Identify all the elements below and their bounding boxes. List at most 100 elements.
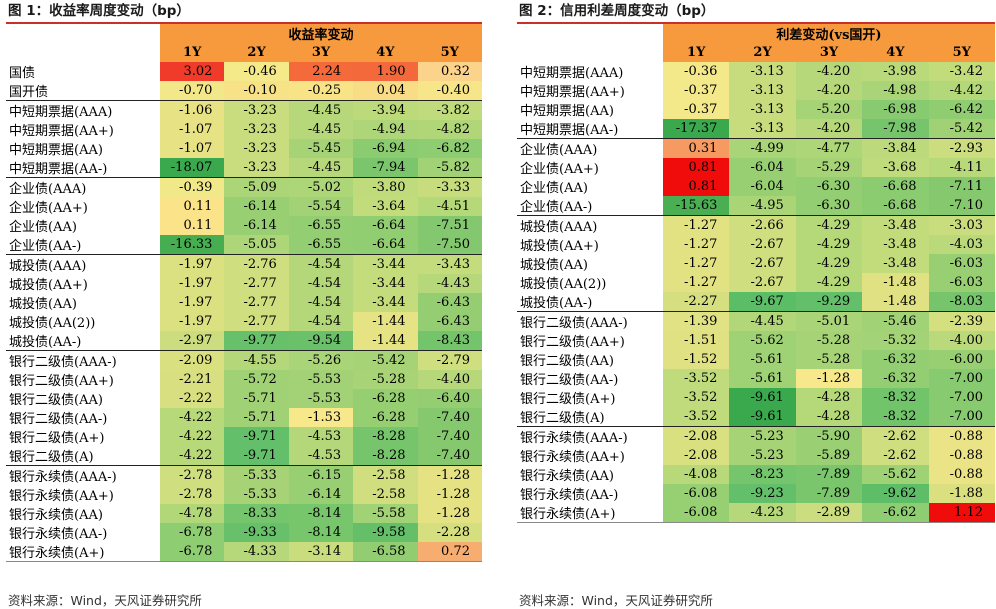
value-cell: -3.44 <box>353 274 418 293</box>
value-cell: -4.54 <box>288 312 354 331</box>
value-cell: -6.64 <box>353 235 418 255</box>
value-cell: -2.67 <box>729 254 796 273</box>
value-cell: -2.28 <box>417 523 482 542</box>
value-cell: -2.67 <box>729 235 796 254</box>
value-cell: -1.27 <box>663 254 730 273</box>
value-cell: -9.58 <box>353 523 418 542</box>
value-cell: -1.53 <box>288 408 354 427</box>
value-cell: -7.89 <box>795 484 863 503</box>
value-cell: -1.51 <box>663 331 730 350</box>
value-cell: -7.40 <box>417 408 482 427</box>
value-cell: -1.88 <box>928 484 995 503</box>
value-cell: -0.46 <box>224 62 289 81</box>
value-cell: -6.78 <box>160 542 225 562</box>
panel-title: 图 1：收益率周度变动（bp） <box>6 0 482 24</box>
value-cell: -5.33 <box>224 485 289 504</box>
value-cell: -6.15 <box>288 465 354 485</box>
value-cell: -2.58 <box>353 485 418 504</box>
value-cell: -3.84 <box>862 138 929 158</box>
value-cell: -1.07 <box>160 120 225 139</box>
row-label: 城投债(AA-) <box>6 331 160 351</box>
value-cell: -4.98 <box>862 81 929 100</box>
column-header: 1Y <box>160 43 225 62</box>
table-row: 中短期票据(AAA) -0.36 -3.13 -4.20 -3.98 -3.42 <box>517 62 995 81</box>
value-cell: -4.28 <box>795 407 863 427</box>
table-row: 银行永续债(AA+) -2.08 -5.23 -5.89 -2.62 -0.88 <box>517 446 995 465</box>
value-cell: -5.71 <box>224 408 289 427</box>
value-cell: -4.53 <box>288 427 354 446</box>
value-cell: -2.58 <box>353 465 418 485</box>
value-cell: 0.11 <box>160 216 225 235</box>
value-cell: 1.12 <box>928 503 995 523</box>
value-cell: -6.04 <box>729 177 796 196</box>
value-cell: -3.43 <box>417 254 482 274</box>
value-cell: -0.36 <box>663 62 730 81</box>
value-cell: -4.29 <box>795 254 863 273</box>
value-cell: -3.68 <box>862 158 929 177</box>
value-cell: -0.88 <box>928 465 995 484</box>
row-label: 企业债(AA+) <box>517 158 663 177</box>
value-cell: -4.11 <box>928 158 995 177</box>
table-row: 中短期票据(AAA) -1.06 -3.23 -4.45 -3.94 -3.82 <box>6 100 482 120</box>
value-cell: -6.68 <box>862 177 929 196</box>
row-label: 中短期票据(AA-) <box>6 158 160 178</box>
value-cell: -6.55 <box>288 235 354 255</box>
value-cell: -8.33 <box>224 504 289 523</box>
row-label: 中短期票据(AA+) <box>6 120 160 139</box>
row-label: 银行二级债(AA+) <box>6 370 160 389</box>
value-cell: -2.62 <box>862 426 929 446</box>
value-cell: -3.80 <box>353 177 418 197</box>
column-header: 3Y <box>288 43 354 62</box>
value-cell: -2.66 <box>729 215 796 235</box>
value-cell: -6.30 <box>795 177 863 196</box>
value-cell: -6.32 <box>862 369 929 388</box>
value-cell: -2.27 <box>663 292 730 312</box>
value-cell: -9.33 <box>224 523 289 542</box>
value-cell: -1.28 <box>417 504 482 523</box>
value-cell: -4.99 <box>729 138 796 158</box>
row-label: 企业债(AA+) <box>6 197 160 216</box>
value-cell: -5.53 <box>288 389 354 408</box>
row-label: 银行永续债(AAA-) <box>517 426 663 446</box>
table-row: 中短期票据(AA+) -0.37 -3.13 -4.20 -4.98 -4.42 <box>517 81 995 100</box>
value-cell: -2.77 <box>224 312 289 331</box>
value-cell: -1.44 <box>353 312 418 331</box>
table-row: 银行永续债(A+) -6.78 -4.33 -3.14 -6.58 0.72 <box>6 542 482 562</box>
row-label: 国开债 <box>6 81 160 101</box>
value-cell: 0.31 <box>663 138 730 158</box>
value-cell: -9.71 <box>224 446 289 466</box>
value-cell: -3.03 <box>928 215 995 235</box>
table-row: 银行永续债(AAA-) -2.08 -5.23 -5.90 -2.62 -0.88 <box>517 426 995 446</box>
row-label: 企业债(AA) <box>6 216 160 235</box>
value-cell: -6.14 <box>224 197 289 216</box>
value-cell: -3.42 <box>928 62 995 81</box>
value-cell: -6.78 <box>160 523 225 542</box>
value-cell: -2.93 <box>928 138 995 158</box>
value-cell: -7.40 <box>417 427 482 446</box>
value-cell: -1.97 <box>160 254 225 274</box>
value-cell: -1.27 <box>663 215 730 235</box>
table-row: 银行二级债(AAA-) -1.39 -4.45 -5.01 -5.46 -2.39 <box>517 311 995 331</box>
value-cell: -5.28 <box>795 350 863 369</box>
row-label: 银行二级债(A) <box>6 446 160 466</box>
row-label: 银行二级债(A+) <box>6 427 160 446</box>
value-cell: -9.23 <box>729 484 796 503</box>
value-cell: -1.52 <box>663 350 730 369</box>
table-row: 城投债(AAA) -1.27 -2.66 -4.29 -3.48 -3.03 <box>517 215 995 235</box>
table-row: 中短期票据(AA-) -17.37 -3.13 -4.20 -7.98 -5.42 <box>517 119 995 139</box>
table-row: 银行二级债(AA-) -3.52 -5.61 -1.28 -6.32 -7.00 <box>517 369 995 388</box>
value-cell: 0.11 <box>160 197 225 216</box>
table-row: 银行二级债(AA) -2.22 -5.71 -5.53 -6.28 -6.40 <box>6 389 482 408</box>
value-cell: -5.42 <box>928 119 995 139</box>
table-row: 城投债(AA+) -1.97 -2.77 -4.54 -3.44 -4.43 <box>6 274 482 293</box>
row-label: 银行永续债(AAA-) <box>6 465 160 485</box>
value-cell: -4.54 <box>288 254 354 274</box>
row-label: 城投债(AAA) <box>517 215 663 235</box>
value-cell: -7.50 <box>417 235 482 255</box>
row-label: 国债 <box>6 62 160 81</box>
value-cell: -5.09 <box>224 177 289 197</box>
value-cell: -6.82 <box>417 139 482 158</box>
spread-change-panel: 图 2：信用利差周度变动（bp） 利差变动(vs国开) 1Y 2Y 3Y 4Y 5Y 中短期… <box>517 0 995 523</box>
value-cell: -5.71 <box>224 389 289 408</box>
value-cell: -3.14 <box>288 542 354 562</box>
